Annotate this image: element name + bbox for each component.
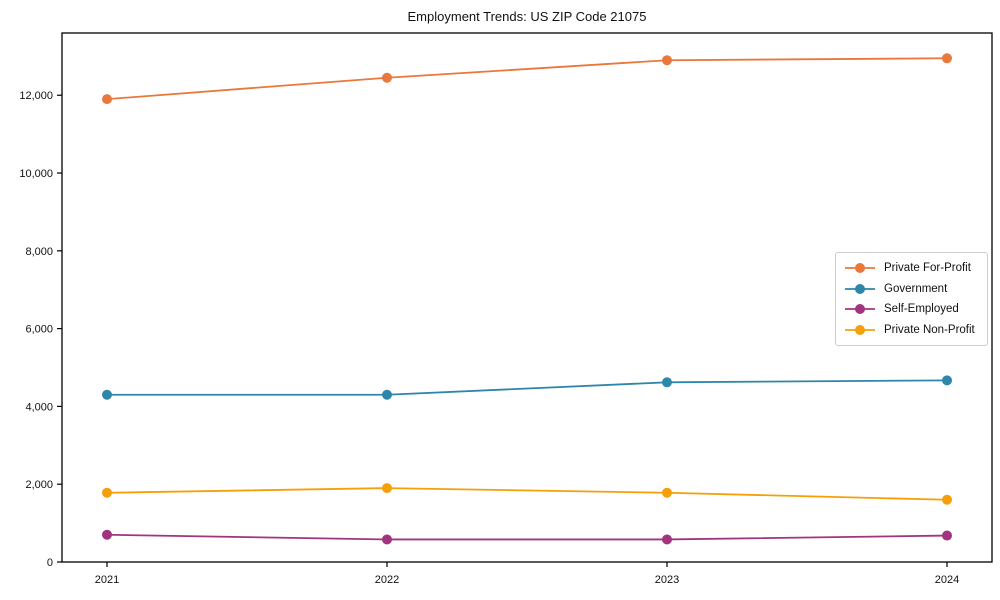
chart-legend: Private For-Profit Government Self-Employe… (835, 252, 988, 346)
x-tick-label: 2023 (655, 574, 679, 586)
data-point-marker (102, 487, 112, 498)
data-point-marker (382, 483, 392, 494)
x-tick-label: 2021 (95, 574, 119, 586)
y-tick-label: 12,000 (19, 90, 53, 102)
legend-label: Self-Employed (884, 303, 959, 316)
x-tick-label: 2024 (935, 574, 959, 586)
data-point-marker (942, 375, 952, 386)
y-tick-label: 0 (47, 557, 53, 569)
legend-marker-icon (845, 304, 875, 315)
y-tick-label: 2,000 (25, 479, 53, 491)
series-line (106, 533, 948, 541)
legend-marker-icon (845, 263, 875, 274)
series-line (106, 57, 948, 101)
data-point-marker (102, 94, 112, 105)
data-point-marker (102, 529, 112, 540)
legend-label: Government (884, 282, 948, 295)
data-point-marker (102, 389, 112, 400)
y-tick-label: 8,000 (25, 246, 53, 258)
data-point-marker (382, 389, 392, 400)
data-point-marker (662, 55, 672, 66)
y-tick-label: 10,000 (19, 168, 53, 180)
data-point-marker (942, 494, 952, 505)
data-point-marker (942, 530, 952, 541)
legend-item: Government (845, 283, 978, 295)
series-line (106, 487, 948, 501)
legend-marker-icon (845, 283, 875, 294)
y-tick-label: 6,000 (25, 324, 53, 336)
data-point-marker (662, 487, 672, 498)
data-point-marker (662, 534, 672, 545)
data-point-marker (382, 534, 392, 545)
data-point-marker (942, 53, 952, 64)
legend-marker-icon (845, 324, 875, 335)
data-point-marker (662, 377, 672, 388)
series-line (107, 379, 948, 396)
y-tick-label: 4,000 (25, 401, 53, 413)
legend-item: Private Non-Profit (845, 324, 978, 336)
legend-item: Private For-Profit (845, 262, 978, 274)
legend-item: Self-Employed (845, 303, 978, 315)
legend-label: Private Non-Profit (884, 323, 975, 336)
chart-title: Employment Trends: US ZIP Code 21075 (407, 9, 647, 24)
axes-box (61, 32, 993, 563)
legend-label: Private For-Profit (884, 262, 971, 275)
x-tick-label: 2022 (375, 574, 399, 586)
data-point-marker (382, 72, 392, 83)
